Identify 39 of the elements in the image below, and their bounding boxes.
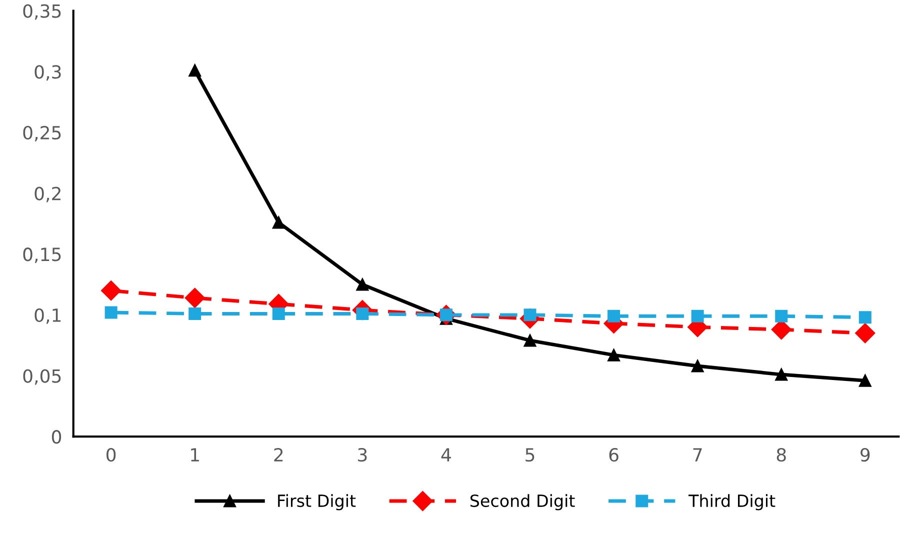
point	[691, 360, 704, 372]
y-tick-label: 0,1	[34, 308, 61, 324]
point	[608, 348, 620, 362]
point	[524, 334, 536, 347]
point	[608, 310, 620, 322]
point	[188, 64, 202, 77]
point	[858, 311, 872, 324]
point	[101, 280, 122, 301]
legend-label: First Digit	[278, 494, 356, 510]
y-tick-label: 0,25	[23, 126, 61, 142]
legend-label: Second Digit	[470, 494, 575, 510]
point	[858, 374, 872, 387]
point	[855, 323, 876, 344]
point	[775, 310, 788, 322]
y-tick-label: 0,35	[23, 4, 61, 20]
point	[691, 310, 704, 322]
x-tick-label: 9	[860, 448, 870, 462]
legend-label: Third Digit	[688, 494, 776, 510]
x-tick-label: 7	[693, 448, 702, 462]
point	[272, 216, 285, 229]
x-tick-label: 5	[526, 448, 534, 462]
x-tick-label: 1	[191, 448, 199, 462]
point	[184, 288, 205, 308]
point	[775, 368, 788, 381]
point	[104, 306, 118, 319]
x-tick-label: 0	[106, 448, 116, 462]
x-tick-label: 4	[441, 448, 451, 462]
y-tick-label: 0,05	[23, 369, 61, 385]
point	[272, 307, 285, 320]
x-tick-label: 2	[274, 448, 283, 462]
y-tick-label: 0,15	[23, 248, 61, 264]
y-tick-label: 0	[52, 430, 62, 444]
x-tick-label: 6	[609, 448, 618, 462]
x-tick-label: 3	[358, 448, 367, 462]
y-tick-label: 0,2	[34, 186, 60, 202]
x-tick-label: 8	[776, 448, 786, 462]
y-tick-label: 0,3	[34, 65, 61, 81]
point	[188, 307, 202, 320]
point	[356, 278, 369, 291]
